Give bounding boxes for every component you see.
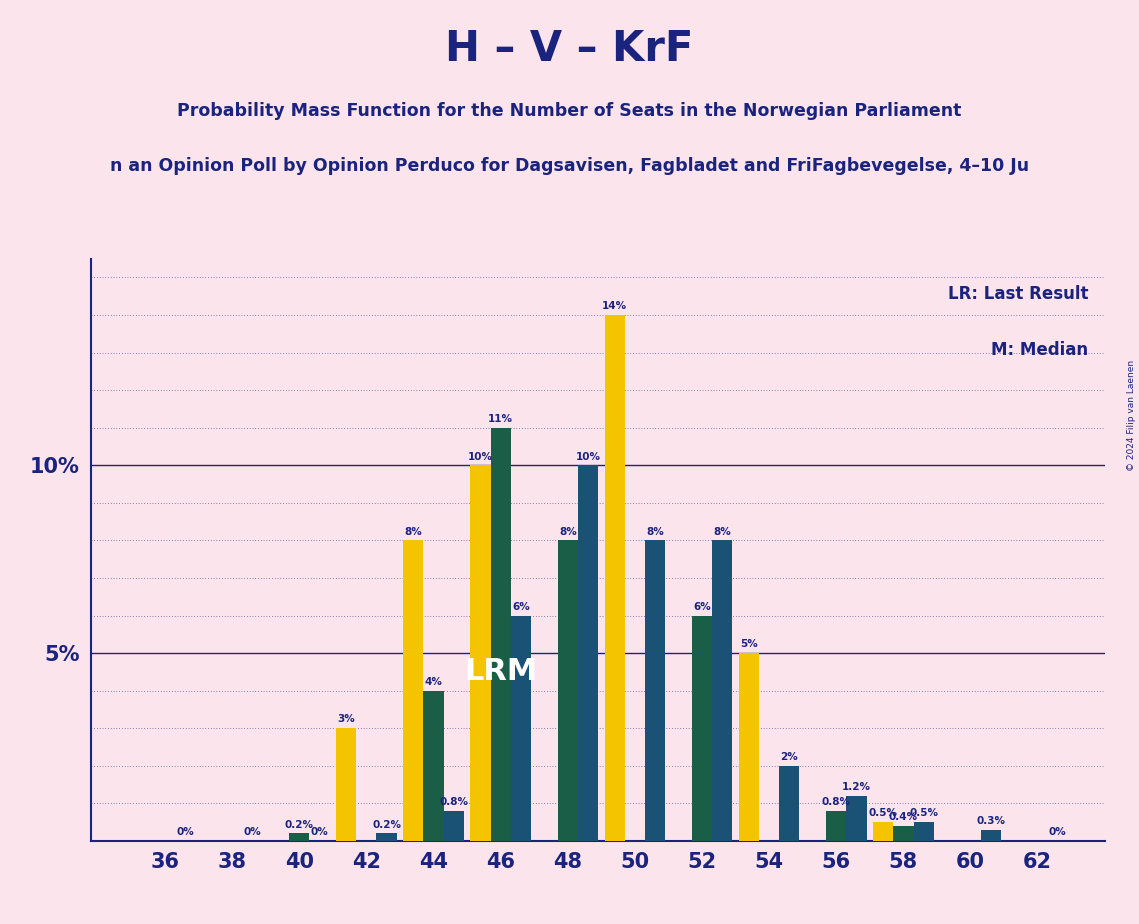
- Text: 6%: 6%: [694, 602, 711, 612]
- Bar: [874, 822, 893, 841]
- Bar: [289, 833, 310, 841]
- Text: 8%: 8%: [713, 527, 731, 537]
- Text: 0.4%: 0.4%: [888, 812, 918, 822]
- Bar: [826, 810, 846, 841]
- Text: 0.5%: 0.5%: [869, 808, 898, 819]
- Text: 0%: 0%: [177, 827, 194, 837]
- Bar: [739, 653, 759, 841]
- Text: 0.8%: 0.8%: [440, 797, 468, 807]
- Bar: [846, 796, 867, 841]
- Bar: [376, 833, 396, 841]
- Text: Probability Mass Function for the Number of Seats in the Norwegian Parliament: Probability Mass Function for the Number…: [178, 102, 961, 119]
- Text: 1.2%: 1.2%: [842, 782, 871, 792]
- Text: 0.2%: 0.2%: [372, 820, 401, 830]
- Text: 10%: 10%: [468, 452, 493, 461]
- Text: 8%: 8%: [646, 527, 664, 537]
- Text: 8%: 8%: [559, 527, 576, 537]
- Text: 3%: 3%: [337, 714, 355, 724]
- Text: 5%: 5%: [740, 639, 757, 650]
- Text: 0.3%: 0.3%: [976, 816, 1006, 826]
- Bar: [981, 830, 1001, 841]
- Text: H – V – KrF: H – V – KrF: [445, 28, 694, 69]
- Text: 0.8%: 0.8%: [822, 797, 851, 807]
- Bar: [470, 466, 491, 841]
- Bar: [779, 766, 800, 841]
- Bar: [443, 810, 464, 841]
- Text: n an Opinion Poll by Opinion Perduco for Dagsavisen, Fagbladet and FriFagbevegel: n an Opinion Poll by Opinion Perduco for…: [110, 157, 1029, 175]
- Bar: [605, 315, 625, 841]
- Text: 2%: 2%: [780, 752, 798, 762]
- Text: 0%: 0%: [244, 827, 261, 837]
- Bar: [693, 615, 712, 841]
- Bar: [510, 615, 531, 841]
- Text: 0.2%: 0.2%: [285, 820, 313, 830]
- Text: 0%: 0%: [1049, 827, 1067, 837]
- Text: 4%: 4%: [425, 677, 442, 687]
- Bar: [403, 541, 424, 841]
- Text: 0.5%: 0.5%: [909, 808, 939, 819]
- Text: LRM: LRM: [464, 657, 538, 687]
- Bar: [336, 728, 357, 841]
- Bar: [558, 541, 577, 841]
- Text: 10%: 10%: [575, 452, 600, 461]
- Bar: [424, 690, 443, 841]
- Text: © 2024 Filip van Laenen: © 2024 Filip van Laenen: [1126, 360, 1136, 471]
- Text: 11%: 11%: [489, 414, 514, 424]
- Text: LR: Last Result: LR: Last Result: [948, 285, 1088, 303]
- Bar: [712, 541, 732, 841]
- Text: 6%: 6%: [511, 602, 530, 612]
- Text: 14%: 14%: [603, 301, 628, 311]
- Bar: [577, 466, 598, 841]
- Bar: [491, 428, 510, 841]
- Text: 8%: 8%: [404, 527, 423, 537]
- Text: 0%: 0%: [311, 827, 328, 837]
- Bar: [893, 826, 913, 841]
- Text: M: Median: M: Median: [991, 341, 1088, 359]
- Bar: [645, 541, 665, 841]
- Bar: [913, 822, 934, 841]
